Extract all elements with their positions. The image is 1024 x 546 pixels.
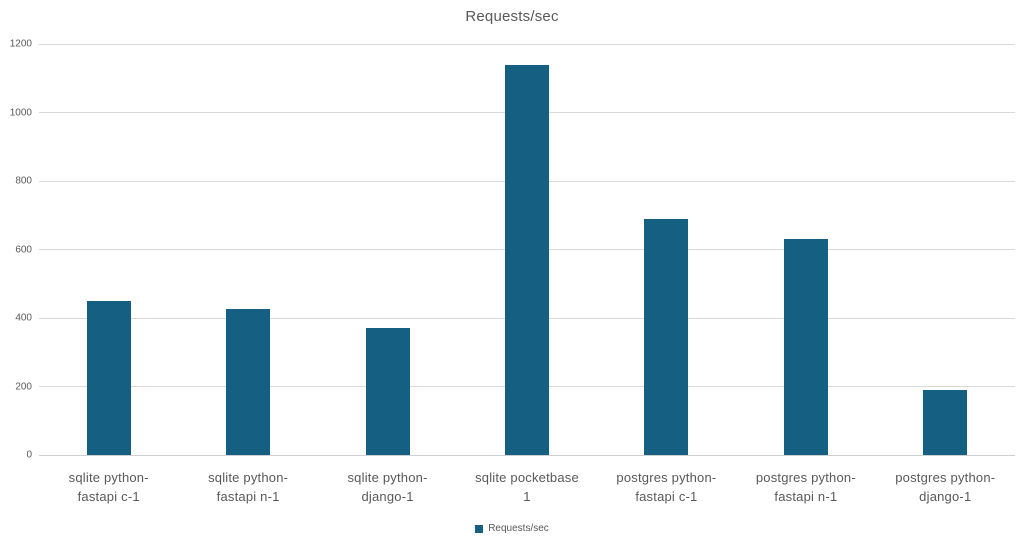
gridline bbox=[39, 43, 1015, 45]
bar bbox=[505, 64, 549, 455]
x-axis-label-line: fastapi c-1 bbox=[77, 489, 140, 504]
x-axis-label-line: fastapi n-1 bbox=[774, 489, 838, 504]
y-axis-tick-label: 1200 bbox=[9, 38, 32, 50]
y-axis-tick-label: 200 bbox=[15, 381, 32, 392]
y-axis-tick-label: 400 bbox=[15, 312, 32, 324]
bar bbox=[923, 389, 968, 455]
x-axis-label: postgres python-fastapi c-1 bbox=[597, 468, 736, 506]
x-axis-label-line: django-1 bbox=[919, 489, 972, 504]
y-axis-tick-label: 600 bbox=[15, 244, 32, 255]
bar bbox=[365, 328, 410, 455]
x-axis-label-line: postgres python- bbox=[755, 470, 856, 485]
legend-swatch-icon bbox=[475, 524, 484, 533]
x-axis-label-line: fastapi c-1 bbox=[635, 489, 698, 504]
x-axis-label-line: sqlite python- bbox=[208, 470, 289, 485]
x-axis-label: sqlite python-fastapi n-1 bbox=[178, 468, 317, 506]
x-axis-label-line: 1 bbox=[523, 489, 531, 504]
y-axis-tick-label: 800 bbox=[15, 175, 32, 187]
legend: Requests/sec bbox=[0, 523, 1024, 534]
x-axis-label-line: sqlite pocketbase bbox=[475, 470, 579, 485]
bar bbox=[86, 300, 131, 455]
x-axis-label-line: sqlite python- bbox=[68, 470, 149, 485]
y-axis-tick-label: 1000 bbox=[9, 107, 32, 118]
x-axis-label-line: postgres python- bbox=[895, 470, 996, 485]
bar bbox=[226, 309, 271, 455]
x-axis-label-line: postgres python- bbox=[616, 470, 717, 485]
plot-area bbox=[39, 43, 1015, 456]
gridline bbox=[39, 454, 1015, 456]
x-axis-label: sqlite pocketbase 1 bbox=[457, 468, 596, 506]
chart-title: Requests/sec bbox=[465, 8, 559, 25]
x-axis-label: postgres python-fastapi n-1 bbox=[736, 468, 875, 506]
bar bbox=[644, 218, 689, 455]
bar bbox=[783, 239, 828, 455]
x-axis-label-line: sqlite python- bbox=[347, 470, 428, 485]
y-axis-tick-label: 0 bbox=[26, 449, 32, 461]
x-axis-label: sqlite python-fastapi c-1 bbox=[39, 468, 178, 506]
x-axis-label: postgres python-django-1 bbox=[876, 468, 1015, 506]
legend-label: Requests/sec bbox=[488, 523, 549, 534]
x-axis-label-line: django-1 bbox=[361, 489, 414, 504]
x-axis-label: sqlite python-django-1 bbox=[318, 468, 457, 506]
x-axis-label-line: fastapi n-1 bbox=[216, 489, 280, 504]
